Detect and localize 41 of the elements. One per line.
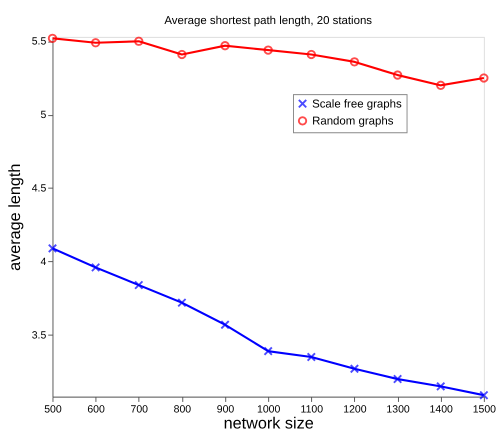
point <box>90 38 100 48</box>
point <box>264 45 273 55</box>
y-axis-title: average length <box>6 164 24 271</box>
y-tick-label: 3.5 <box>32 330 46 342</box>
point <box>220 320 230 330</box>
x-axis-title: network size <box>224 414 314 433</box>
point <box>392 70 402 80</box>
x-tick-label: 500 <box>44 404 62 416</box>
x-tick-label: 1300 <box>386 404 410 416</box>
point <box>264 346 273 356</box>
x-tick-label: 600 <box>87 404 106 416</box>
point <box>134 280 144 290</box>
point <box>479 390 489 400</box>
point <box>177 50 187 60</box>
point <box>134 36 144 46</box>
y-tick-label: 4.5 <box>32 183 46 194</box>
point <box>392 374 402 384</box>
point <box>90 262 100 272</box>
legend-label: Scale free graphs <box>312 98 402 110</box>
y-tick-label: 4 <box>40 256 46 268</box>
point <box>177 298 187 308</box>
x-tick-label: 800 <box>174 404 192 416</box>
x-tick-label: 700 <box>130 404 148 416</box>
point <box>220 41 230 50</box>
x-tick-label: 1400 <box>430 404 454 416</box>
point <box>350 364 360 374</box>
point <box>48 244 58 253</box>
y-tick-label: 5.5 <box>32 36 46 48</box>
x-tick-label: 1200 <box>343 404 367 416</box>
point <box>306 352 316 362</box>
x-tick-label: 900 <box>216 404 234 416</box>
y-tick-label: 5 <box>40 110 46 122</box>
legend-label: Random graphs <box>312 116 394 128</box>
point <box>436 382 446 392</box>
x-tick-label: 1500 <box>472 404 496 416</box>
point <box>350 57 360 66</box>
x-tick-label: 1000 <box>256 404 280 416</box>
x-tick-label: 1100 <box>300 404 324 416</box>
point <box>436 80 446 90</box>
chart-title: Average shortest path length, 20 stations <box>164 15 372 28</box>
point <box>306 50 316 60</box>
